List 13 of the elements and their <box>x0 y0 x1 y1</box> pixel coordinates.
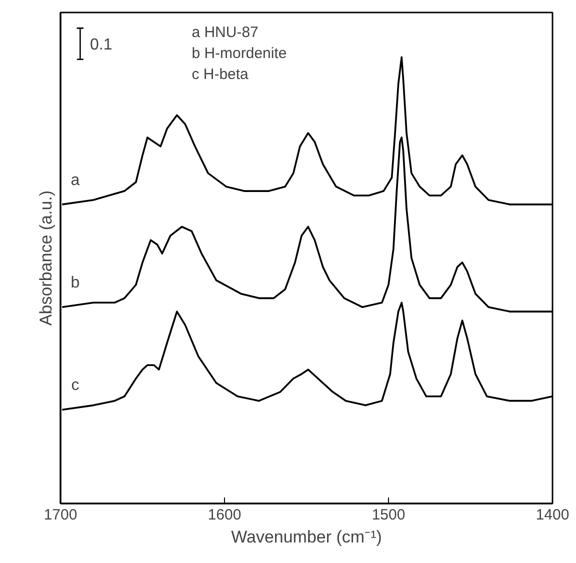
series-label: a <box>70 172 80 189</box>
series-label: c <box>71 377 80 394</box>
text: a HNU-87 <box>192 24 258 42</box>
x-tick-label: 1600 <box>208 506 242 524</box>
x-tick-label: 1400 <box>536 506 570 524</box>
annotation: c H-beta <box>192 66 250 84</box>
text: 0.1 <box>90 36 112 54</box>
annotation: b H-mordenite <box>192 45 287 62</box>
x-tick-label: 1700 <box>44 506 78 524</box>
series-label: b <box>70 274 80 292</box>
y-axis-title: Absorbance (a.u.) <box>36 190 56 326</box>
x-tick-label: 1500 <box>372 506 406 524</box>
x-axis-title: Wavenumber (cm⁻¹) <box>231 528 382 546</box>
